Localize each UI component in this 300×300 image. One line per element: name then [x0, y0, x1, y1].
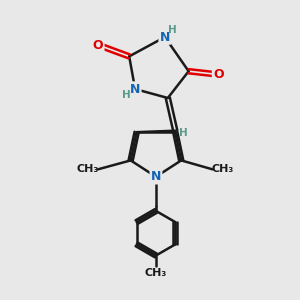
- Text: H: H: [179, 128, 188, 138]
- Text: O: O: [93, 40, 103, 52]
- Text: CH₃: CH₃: [212, 164, 234, 174]
- Text: N: N: [151, 170, 161, 183]
- Text: H: H: [168, 25, 177, 34]
- Text: CH₃: CH₃: [145, 268, 167, 278]
- Text: O: O: [213, 68, 224, 81]
- Text: CH₃: CH₃: [76, 164, 99, 174]
- Text: H: H: [122, 90, 130, 100]
- Text: N: N: [130, 82, 140, 96]
- Text: N: N: [160, 31, 170, 44]
